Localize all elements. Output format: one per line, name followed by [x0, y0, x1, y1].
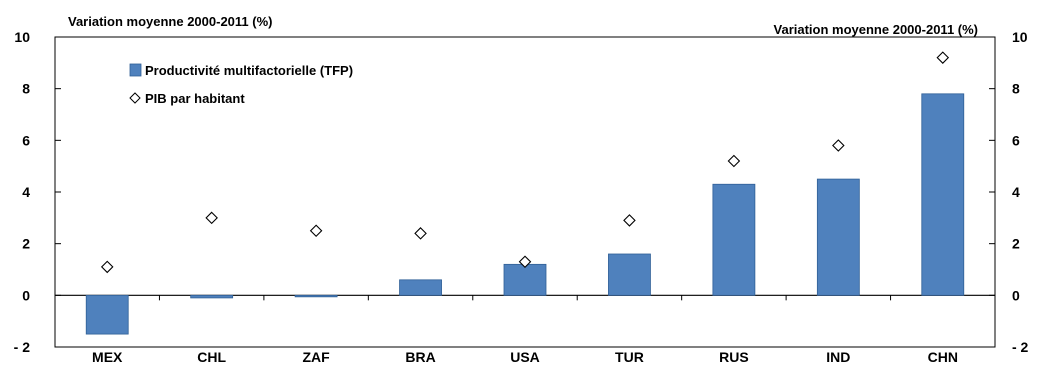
right-tick-label: 8	[1012, 81, 1020, 97]
gdp-marker	[414, 227, 427, 240]
category-label: CHL	[197, 349, 226, 365]
tfp-bar	[816, 178, 860, 296]
gdp-marker	[936, 51, 950, 64]
right-tick-label: 2	[1012, 236, 1020, 252]
bars	[85, 93, 965, 335]
right-tick-label: 4	[1012, 184, 1020, 200]
left-tick-label: 4	[22, 184, 30, 200]
legend-marker-swatch	[129, 92, 141, 104]
right-tick-label: - 2	[1012, 339, 1029, 355]
left-axis-title: Variation moyenne 2000-2011 (%)	[68, 14, 272, 29]
left-tick-label: 0	[22, 287, 30, 303]
tfp-bar	[712, 183, 756, 296]
left-tick-label: 10	[14, 29, 30, 45]
left-tick-label: 2	[22, 236, 30, 252]
category-label: RUS	[719, 349, 749, 365]
right-tick-label: 0	[1012, 287, 1020, 303]
gdp-marker	[623, 214, 636, 227]
category-label: USA	[510, 349, 540, 365]
category-label: CHN	[928, 349, 958, 365]
category-label: ZAF	[303, 349, 331, 365]
tfp-bar	[503, 263, 547, 296]
gdp-marker	[100, 260, 114, 274]
gdp-marker	[727, 154, 741, 168]
legend: Productivité multifactorielle (TFP) PIB …	[129, 63, 353, 106]
left-tick-label: 6	[22, 132, 30, 148]
tfp-bar	[85, 294, 129, 335]
tfp-bar	[294, 294, 338, 298]
tfp-bar	[399, 279, 442, 296]
right-tick-label: 6	[1012, 132, 1020, 148]
gdp-marker	[832, 139, 845, 152]
legend-marker-label: PIB par habitant	[145, 91, 245, 106]
category-label: TUR	[615, 349, 644, 365]
tfp-bar	[608, 253, 651, 296]
left-tick-label: - 2	[14, 339, 31, 355]
left-tick-label: 8	[22, 81, 30, 97]
category-label: BRA	[405, 349, 435, 365]
tfp-bar	[190, 294, 234, 299]
gdp-marker	[205, 211, 218, 225]
legend-bar-swatch	[129, 63, 142, 77]
gdp-marker	[309, 224, 323, 238]
gdp-markers	[100, 51, 950, 274]
legend-bar-label: Productivité multifactorielle (TFP)	[145, 63, 353, 78]
tfp-bar	[921, 93, 965, 296]
category-label: MEX	[92, 349, 123, 365]
category-label: IND	[826, 349, 850, 365]
right-axis-title: Variation moyenne 2000-2011 (%)	[774, 22, 978, 37]
tick-labels: - 2 - 2 0 0 2 2 4 4 6 6 8 8 10 10	[14, 29, 1029, 355]
gdp-marker	[518, 255, 532, 269]
category-labels: MEX CHL ZAF BRA USA TUR RUS IND CHN	[92, 349, 958, 365]
right-tick-label: 10	[1012, 29, 1028, 45]
